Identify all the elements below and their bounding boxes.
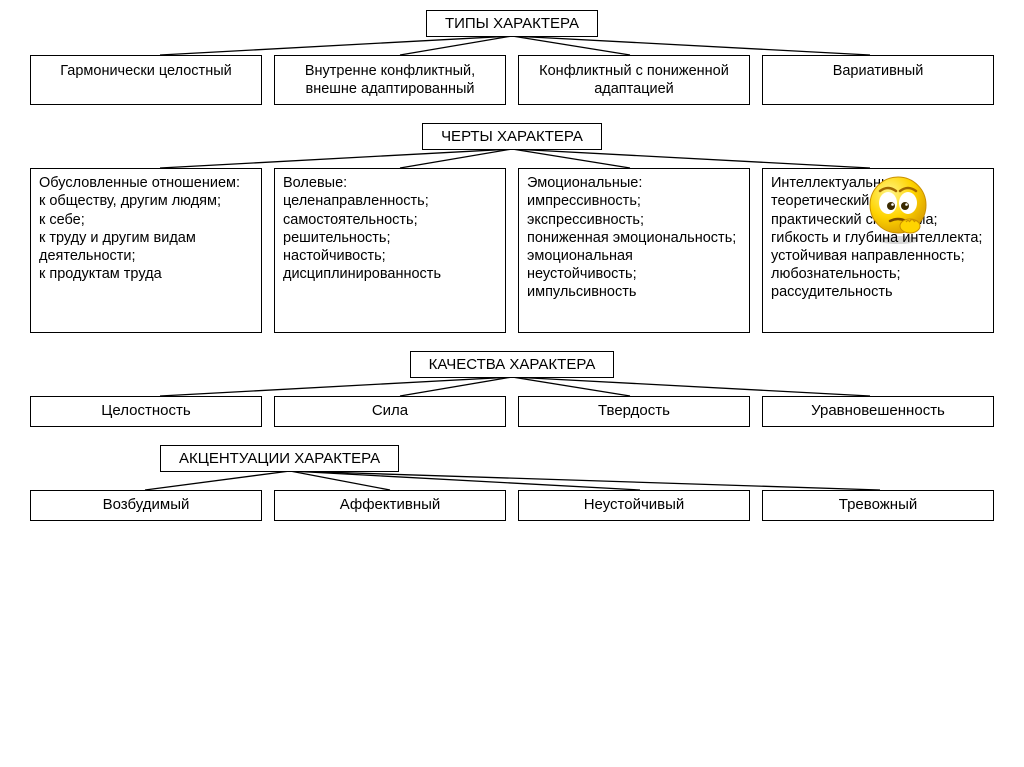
row-qualities: Целостность Сила Твердость Уравновешенно… — [30, 396, 994, 427]
box-trait-0: Обусловленные отношением:к обществу, дру… — [30, 168, 262, 333]
box-type-0: Гармонически целостный — [30, 55, 262, 105]
box-type-3: Вариативный — [762, 55, 994, 105]
box-acc-2: Неустойчивый — [518, 490, 750, 521]
section-accentuations: АКЦЕНТУАЦИИ ХАРАКТЕРА Возбудимый Аффекти… — [30, 445, 994, 521]
box-type-1: Внутренне конфликтный, внешне адапти­ров… — [274, 55, 506, 105]
box-acc-1: Аффективный — [274, 490, 506, 521]
box-trait-1: Волевые:целенаправлен­ность;самостоятель… — [274, 168, 506, 333]
section-title-qualities: КАЧЕСТВА ХАРАКТЕРА — [410, 351, 615, 378]
section-title-accentuations: АКЦЕНТУАЦИИ ХАРАКТЕРА — [160, 445, 399, 472]
section-types: ТИПЫ ХАРАКТЕРА Гармонически целостный Вн… — [30, 10, 994, 105]
box-quality-1: Сила — [274, 396, 506, 427]
box-quality-2: Твердость — [518, 396, 750, 427]
box-acc-0: Возбудимый — [30, 490, 262, 521]
section-title-types: ТИПЫ ХАРАКТЕРА — [426, 10, 598, 37]
box-quality-3: Уравновешенность — [762, 396, 994, 427]
box-quality-0: Целостность — [30, 396, 262, 427]
box-type-2: Конфликтный с пониженной адаптацией — [518, 55, 750, 105]
row-accentuations: Возбудимый Аффективный Неустойчивый Трев… — [30, 490, 994, 521]
thinking-emoji-icon — [862, 173, 934, 250]
section-traits: ЧЕРТЫ ХАРАКТЕРА Обусловленные отношением… — [30, 123, 994, 333]
row-traits: Обусловленные отношением:к обществу, дру… — [30, 168, 994, 333]
section-title-traits: ЧЕРТЫ ХАРАКТЕРА — [422, 123, 602, 150]
box-trait-2: Эмоциональные:импрессивность;экспрессивн… — [518, 168, 750, 333]
section-qualities: КАЧЕСТВА ХАРАКТЕРА Целостность Сила Твер… — [30, 351, 994, 427]
box-acc-3: Тревожный — [762, 490, 994, 521]
row-types: Гармонически целостный Внутренне конфлик… — [30, 55, 994, 105]
